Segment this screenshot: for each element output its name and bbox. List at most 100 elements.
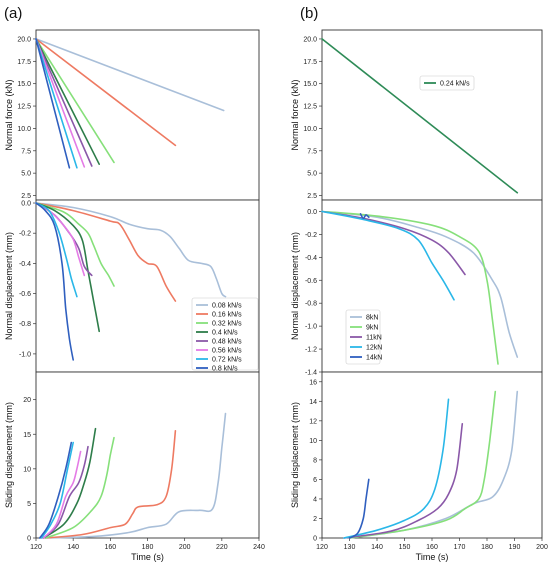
y-tick-label: 20.0 [17, 36, 31, 43]
y-tick-label: 17.5 [303, 59, 317, 66]
series-line-0-4-kn-s [35, 202, 100, 333]
legend-label: 0.4 kN/s [212, 330, 238, 337]
series-line-0-48-kn-s [42, 445, 89, 539]
y-tick-label: -1.0 [305, 324, 317, 331]
y-axis-label: Sliding displacement (mm) [4, 402, 14, 508]
y-tick-label: 5.0 [307, 171, 317, 178]
series-line-0-32-kn-s [44, 436, 115, 539]
panel-label-a: (a) [4, 5, 22, 22]
series-line-0-4-kn-s [35, 38, 100, 165]
legend-label: 0.56 kN/s [212, 348, 242, 355]
y-tick-label: -0.4 [305, 255, 317, 262]
y-tick-label: 0 [313, 536, 317, 543]
y-tick-label: -0.2 [305, 232, 317, 239]
y-tick-label: 6 [313, 477, 317, 484]
y-tick-label: 0.0 [307, 209, 317, 216]
x-tick-label: 160 [104, 544, 116, 551]
y-tick-label: -1.2 [305, 347, 317, 354]
legend-label: 12kN [366, 345, 382, 352]
x-tick-label: 190 [509, 544, 521, 551]
legend-label: 14kN [366, 355, 382, 362]
y-tick-label: -1.4 [305, 370, 317, 377]
series-line-0-08-kn-s [35, 38, 225, 112]
series-line-0-16-kn-s [35, 38, 177, 147]
series-line-0-8-kn-s [35, 38, 71, 169]
y-axis-label: Normal force (kN) [290, 79, 300, 150]
series-line-14kn [348, 478, 370, 539]
series-line-9kn [348, 390, 497, 539]
x-tick-label: 160 [426, 544, 438, 551]
y-tick-label: -0.8 [19, 321, 31, 328]
legend-box [345, 309, 381, 365]
series-line-11kn [321, 210, 466, 276]
y-tick-label: -0.6 [19, 291, 31, 298]
y-tick-label: 15 [23, 432, 31, 439]
series-line-0-8-kn-s [38, 441, 73, 539]
legend-label: 0.48 kN/s [212, 339, 242, 346]
x-tick-label: 130 [344, 544, 356, 551]
series-line-0-32-kn-s [35, 202, 115, 287]
x-tick-label: 150 [399, 544, 411, 551]
legend-label: 0.16 kN/s [212, 312, 242, 319]
y-axis-label: Normal displacement (mm) [4, 232, 14, 340]
x-tick-label: 120 [30, 544, 42, 551]
y-tick-label: 10 [23, 466, 31, 473]
series-line-0-56-kn-s [35, 38, 86, 168]
chart-a1: 2.5 5.0 7.5 10.0 12.5 15.0 17.5 20.0 Normal forc… [4, 29, 260, 201]
plot-frame [321, 29, 543, 201]
chart-a3: 0 5 10 15 20 120 140 160 180 200 220 240 Sliding dis… [4, 371, 265, 562]
y-tick-label: 20 [23, 397, 31, 404]
y-tick-label: 10.0 [303, 126, 317, 133]
series-line-11kn [343, 423, 464, 539]
chart-b3: 0 2 4 6 8 10 12 14 16 120 130 140 150 160 170 180 190 200… [290, 371, 548, 562]
x-tick-label: 120 [316, 544, 328, 551]
series-line-0-24-kn-s [321, 38, 519, 194]
series-line-0-08-kn-s [35, 202, 227, 298]
y-tick-label: 0 [27, 536, 31, 543]
x-axis-label: Time (s) [131, 552, 164, 562]
y-tick-label: -0.8 [305, 301, 317, 308]
x-tick-label: 140 [371, 544, 383, 551]
series-line-8kn [321, 210, 519, 358]
series-line-0-32-kn-s [35, 38, 115, 164]
y-tick-label: 2 [313, 516, 317, 523]
plot-frame [35, 29, 260, 201]
x-tick-label: 180 [142, 544, 154, 551]
series-line-0-72-kn-s [35, 38, 78, 169]
y-tick-label: 14 [309, 399, 317, 406]
legend-label: 0.72 kN/s [212, 357, 242, 364]
y-tick-label: -0.4 [19, 261, 31, 268]
chart-b1: 2.5 5.0 7.5 10.0 12.5 15.0 17.5 20.0 Normal forc… [290, 29, 543, 201]
y-axis-label: Sliding displacement (mm) [290, 402, 300, 508]
y-tick-label: 12.5 [303, 104, 317, 111]
legend-label: 0.32 kN/s [212, 321, 242, 328]
series-line-14kn [359, 213, 370, 220]
y-tick-label: -1.0 [19, 351, 31, 358]
y-tick-label: 5.0 [21, 171, 31, 178]
legend-label: 0.8 kN/s [212, 366, 238, 373]
y-tick-label: 15.0 [303, 81, 317, 88]
series-line-0-8-kn-s [35, 202, 74, 361]
legend-label: 11kN [366, 335, 382, 342]
series-line-0-72-kn-s [40, 441, 74, 539]
legend-box [419, 75, 475, 91]
y-tick-label: 2.5 [21, 193, 31, 200]
y-tick-label: 7.5 [21, 148, 31, 155]
x-tick-label: 200 [179, 544, 191, 551]
y-tick-label: 0.0 [21, 201, 31, 208]
x-tick-label: 180 [481, 544, 493, 551]
panel-label-b: (b) [300, 5, 318, 22]
y-axis-label: Normal displacement (mm) [290, 232, 300, 340]
y-tick-label: 12.5 [17, 104, 31, 111]
y-tick-label: 5 [27, 501, 31, 508]
y-tick-label: 20.0 [303, 36, 317, 43]
x-tick-label: 170 [454, 544, 466, 551]
series-line-0-16-kn-s [35, 202, 177, 302]
x-tick-label: 140 [67, 544, 79, 551]
y-axis-label: Normal force (kN) [4, 79, 14, 150]
x-axis-label: Time (s) [416, 552, 449, 562]
y-tick-label: 8 [313, 457, 317, 464]
series-line-12kn [321, 210, 455, 301]
